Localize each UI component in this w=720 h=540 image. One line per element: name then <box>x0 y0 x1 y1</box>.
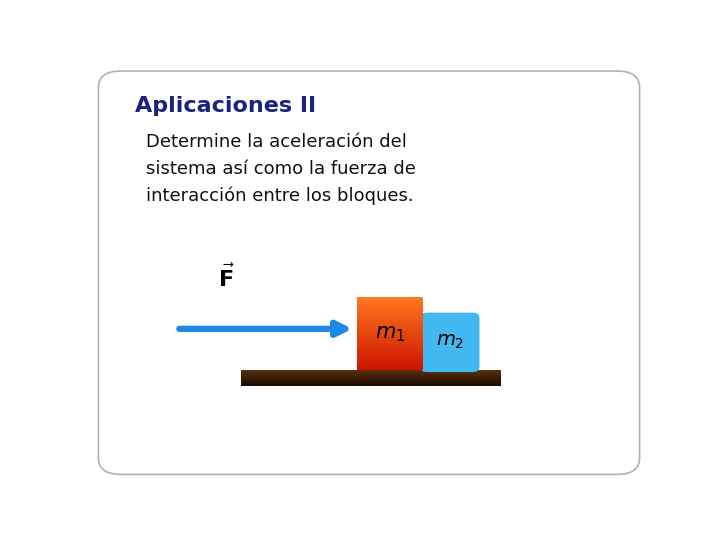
FancyBboxPatch shape <box>99 71 639 474</box>
FancyBboxPatch shape <box>354 296 425 372</box>
FancyBboxPatch shape <box>420 313 480 372</box>
Text: $m_1$: $m_1$ <box>374 324 405 344</box>
Text: Aplicaciones II: Aplicaciones II <box>135 96 316 116</box>
Text: $\vec{\mathbf{F}}$: $\vec{\mathbf{F}}$ <box>218 264 235 292</box>
Text: $m_2$: $m_2$ <box>436 333 464 352</box>
Text: Determine la aceleración del
sistema así como la fuerza de
interacción entre los: Determine la aceleración del sistema así… <box>145 133 415 205</box>
